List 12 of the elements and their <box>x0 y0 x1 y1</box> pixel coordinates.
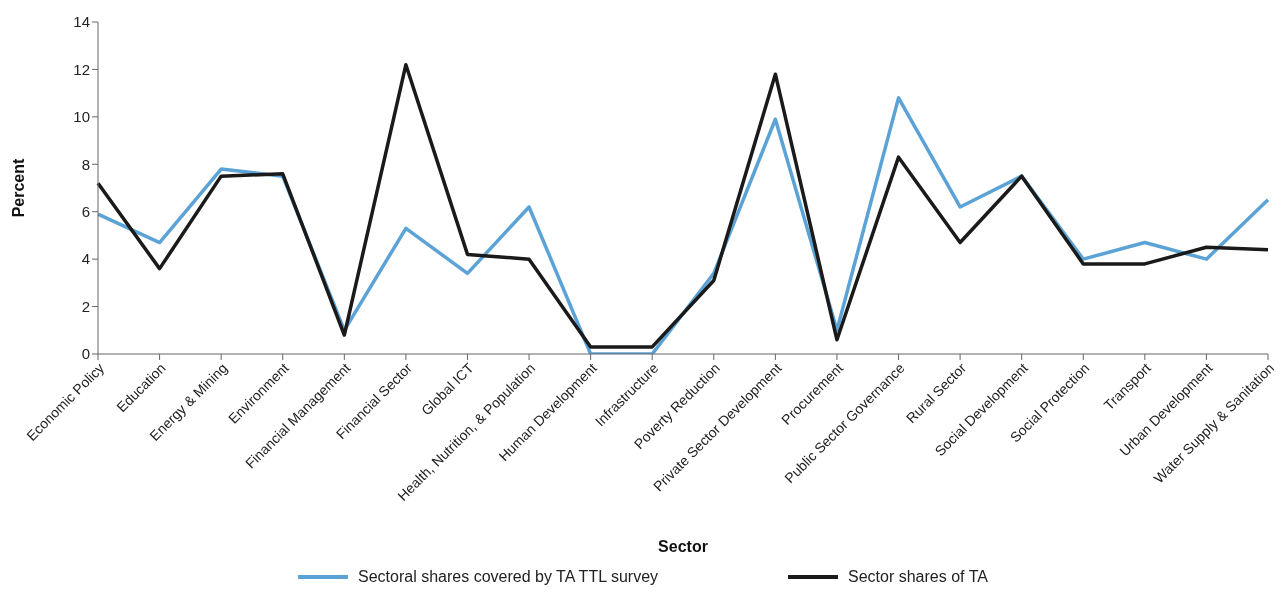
y-tick-label: 4 <box>81 250 90 268</box>
legend-label: Sector shares of TA <box>847 568 988 586</box>
y-axis-title: Percent <box>9 157 27 218</box>
y-tick-label: 12 <box>73 60 90 78</box>
y-tick-label: 10 <box>73 108 90 126</box>
x-axis-title: Sector <box>658 538 708 555</box>
legend-label: Sectoral shares covered by TA TTL survey <box>357 568 659 586</box>
y-tick-label: 2 <box>81 297 90 315</box>
y-tick-label: 8 <box>81 155 90 173</box>
y-tick-label: 0 <box>81 345 90 363</box>
y-tick-label: 14 <box>73 13 90 31</box>
y-tick-label: 6 <box>81 203 90 221</box>
